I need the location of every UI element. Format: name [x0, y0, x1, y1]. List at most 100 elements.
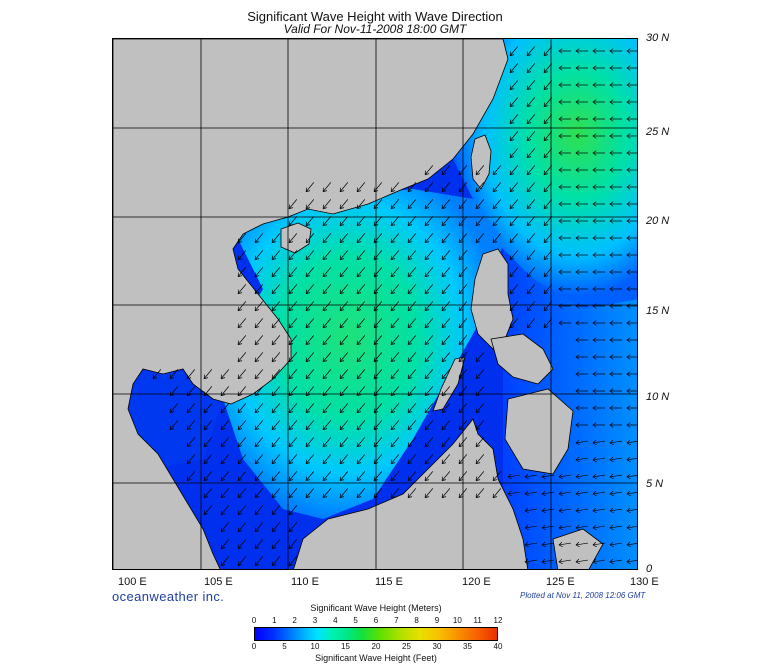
wave-arrow-head [356, 459, 362, 465]
wave-arrow [169, 420, 179, 430]
wave-arrow-head [441, 255, 447, 261]
wave-arrow [543, 148, 553, 158]
wave-arrow-head [592, 456, 597, 463]
wave-arrow [509, 114, 519, 124]
wave-arrow-head [305, 408, 311, 414]
wave-arrow-head [424, 187, 430, 193]
wave-arrow-head [322, 272, 328, 278]
wave-arrow [186, 369, 196, 379]
wave-arrow-head [305, 255, 311, 261]
wave-arrow-head [322, 476, 328, 482]
wave-arrow [424, 267, 434, 277]
wave-arrow-head [390, 493, 396, 499]
wave-arrow [543, 46, 553, 56]
wave-arrow-head [322, 204, 328, 210]
wave-arrow [288, 488, 298, 498]
wave-arrow-head [526, 119, 532, 125]
wave-arrow [220, 386, 230, 396]
wave-arrow [305, 369, 315, 379]
wave-arrow-head [609, 473, 614, 480]
wave-arrow [271, 488, 281, 498]
wave-arrow [237, 369, 247, 379]
wave-arrow [237, 318, 247, 328]
wave-arrow-head [288, 544, 294, 550]
legend-tick-label: 7 [394, 616, 399, 625]
wave-arrow-head [458, 170, 464, 176]
wave-arrow [322, 420, 332, 430]
wave-arrow [373, 403, 383, 413]
wave-arrow [305, 250, 315, 260]
wave-arrow-head [609, 252, 614, 258]
wave-arrow-head [237, 289, 243, 295]
wave-arrow-head [592, 201, 597, 207]
wave-arrow-head [186, 459, 192, 465]
wave-arrow-head [475, 408, 481, 414]
wave-arrow-head [288, 561, 294, 567]
wave-arrow [271, 318, 281, 328]
wave-arrow [203, 471, 213, 481]
wave-arrow-head [254, 425, 260, 431]
wave-arrow [390, 437, 400, 447]
wave-arrow-head [305, 442, 311, 448]
wave-arrow-head [237, 476, 243, 482]
wave-arrow-head [626, 286, 631, 292]
wave-arrow-head [609, 167, 614, 173]
wave-arrow [373, 284, 383, 294]
wave-arrow [407, 216, 417, 226]
wave-arrow-head [305, 493, 311, 499]
wave-arrow [254, 352, 264, 362]
wave-arrow-head [254, 561, 260, 567]
wave-arrow-head [441, 340, 447, 346]
wave-arrow [407, 386, 417, 396]
wave-arrow [373, 250, 383, 260]
wave-arrow-head [169, 425, 175, 431]
wave-arrow [203, 369, 213, 379]
wave-arrow [458, 352, 468, 362]
wave-arrow [356, 369, 366, 379]
wave-arrow-head [237, 459, 243, 465]
wave-arrow [254, 284, 264, 294]
wave-arrow-head [322, 306, 328, 312]
wave-arrow-head [458, 357, 464, 363]
lon-label-130e: 130 E [630, 576, 659, 588]
wave-arrow [593, 474, 605, 478]
wave-arrow-head [407, 187, 413, 193]
wave-arrow-head [339, 476, 345, 482]
wave-arrow [339, 437, 349, 447]
wave-arrow [509, 97, 519, 107]
wave-arrow-head [441, 204, 447, 210]
wave-arrow-head [424, 408, 430, 414]
wave-arrow-head [626, 65, 631, 71]
wave-arrow-head [271, 374, 277, 380]
wave-arrow-head [339, 272, 345, 278]
wave-arrow [271, 420, 281, 430]
wave-arrow-head [271, 323, 277, 329]
wave-arrow-head [592, 558, 597, 565]
graticule [113, 39, 637, 569]
wave-arrow-head [626, 201, 631, 207]
wave-arrow [373, 420, 383, 430]
wave-arrow [373, 199, 383, 209]
wave-arrow [627, 560, 637, 563]
wave-arrow-head [424, 306, 430, 312]
wave-arrow [288, 352, 298, 362]
wave-arrow [593, 525, 605, 529]
wave-arrow-head [592, 303, 597, 309]
wave-arrow [526, 318, 536, 328]
wave-arrow-head [271, 289, 277, 295]
wave-arrow-head [271, 442, 277, 448]
wave-arrow-head [407, 221, 413, 227]
wave-arrow [543, 165, 553, 175]
lon-label-115e: 115 E [375, 576, 403, 588]
wave-arrow-head [271, 357, 277, 363]
wave-arrow [322, 386, 332, 396]
wave-arrow-head [254, 340, 260, 346]
wave-arrow [407, 301, 417, 311]
wave-arrow-head [526, 136, 532, 142]
wave-arrow-head [592, 99, 597, 105]
wave-arrow-head [424, 374, 430, 380]
wave-arrow [339, 284, 349, 294]
wave-arrow-head [339, 442, 345, 448]
wave-arrow [441, 488, 451, 498]
legend-tick-label: 9 [434, 616, 440, 625]
